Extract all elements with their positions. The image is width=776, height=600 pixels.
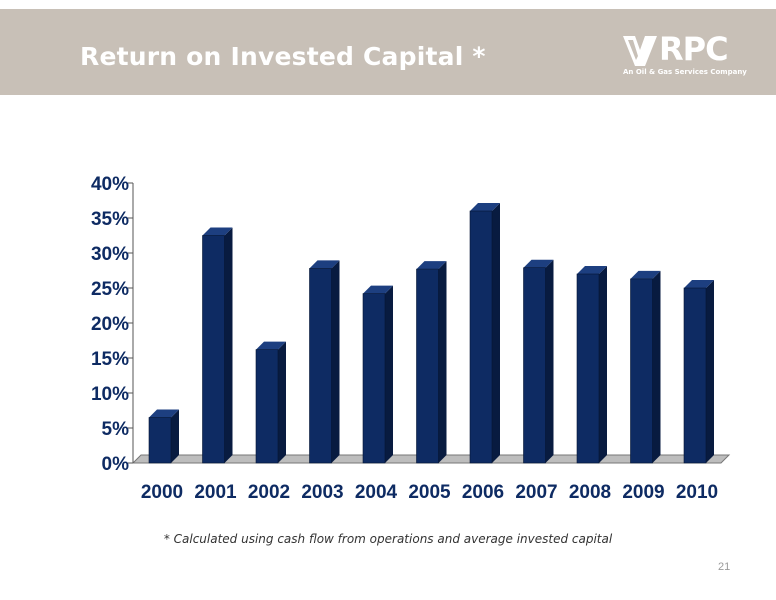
logo-text: RPC — [659, 30, 729, 68]
bar-side — [331, 260, 340, 463]
x-tick-label: 2009 — [622, 482, 664, 503]
bar — [202, 235, 225, 464]
bar — [309, 268, 332, 464]
bar — [683, 287, 707, 464]
bar — [255, 349, 279, 464]
bar-top — [256, 341, 286, 350]
bar-top — [202, 227, 233, 236]
x-tick-label: 2007 — [515, 482, 557, 503]
bar — [469, 210, 493, 464]
x-tick-label: 2000 — [141, 482, 183, 503]
bar-side — [492, 203, 500, 463]
bar-side — [171, 409, 179, 463]
y-tick-label: 20% — [91, 314, 129, 335]
y-tick-label: 25% — [91, 279, 129, 300]
y-tick-label: 15% — [91, 349, 129, 370]
y-tick-label: 40% — [91, 174, 129, 195]
logo-subtitle: An Oil & Gas Services Company — [623, 68, 747, 76]
logo-v-icon — [623, 36, 657, 66]
bar-side — [438, 261, 447, 463]
y-tick-label: 0% — [102, 454, 130, 475]
bar-side — [224, 227, 233, 463]
bar — [523, 267, 546, 464]
bar-top — [363, 285, 393, 294]
bar-side — [706, 280, 714, 463]
page-number: 21 — [718, 561, 731, 573]
x-tick-label: 2002 — [248, 482, 290, 503]
bar-side — [545, 259, 554, 463]
bar-top — [309, 260, 340, 269]
bar-top — [630, 270, 661, 279]
x-tick-label: 2006 — [462, 482, 504, 503]
footnote: * Calculated using cash flow from operat… — [163, 532, 613, 546]
bar — [416, 268, 439, 464]
x-tick-label: 2010 — [676, 482, 718, 503]
bar-side — [278, 341, 286, 463]
y-tick-label: 5% — [102, 419, 130, 440]
y-tick-label: 30% — [91, 244, 129, 265]
y-tick-label: 10% — [91, 384, 129, 405]
bar-top — [523, 259, 554, 268]
x-tick-label: 2004 — [355, 482, 398, 503]
company-logo: RPC An Oil & Gas Services Company — [623, 30, 753, 82]
x-tick-label: 2005 — [408, 482, 451, 503]
bar — [362, 293, 386, 464]
bar-side — [652, 270, 661, 463]
bar-top — [684, 280, 714, 288]
x-tick-label: 2003 — [301, 482, 343, 503]
x-tick-label: 2001 — [194, 482, 237, 503]
bar-top — [577, 266, 607, 274]
bar-top — [149, 409, 179, 418]
bar-side — [599, 266, 607, 463]
bar — [576, 273, 600, 464]
bar-top — [470, 203, 500, 211]
x-tick-label: 2008 — [569, 482, 611, 503]
bar — [148, 417, 172, 464]
slide-title: Return on Invested Capital * — [80, 42, 486, 71]
y-tick-label: 35% — [91, 209, 129, 230]
bar-side — [385, 285, 393, 463]
bar — [630, 278, 653, 464]
bar-top — [416, 261, 447, 270]
